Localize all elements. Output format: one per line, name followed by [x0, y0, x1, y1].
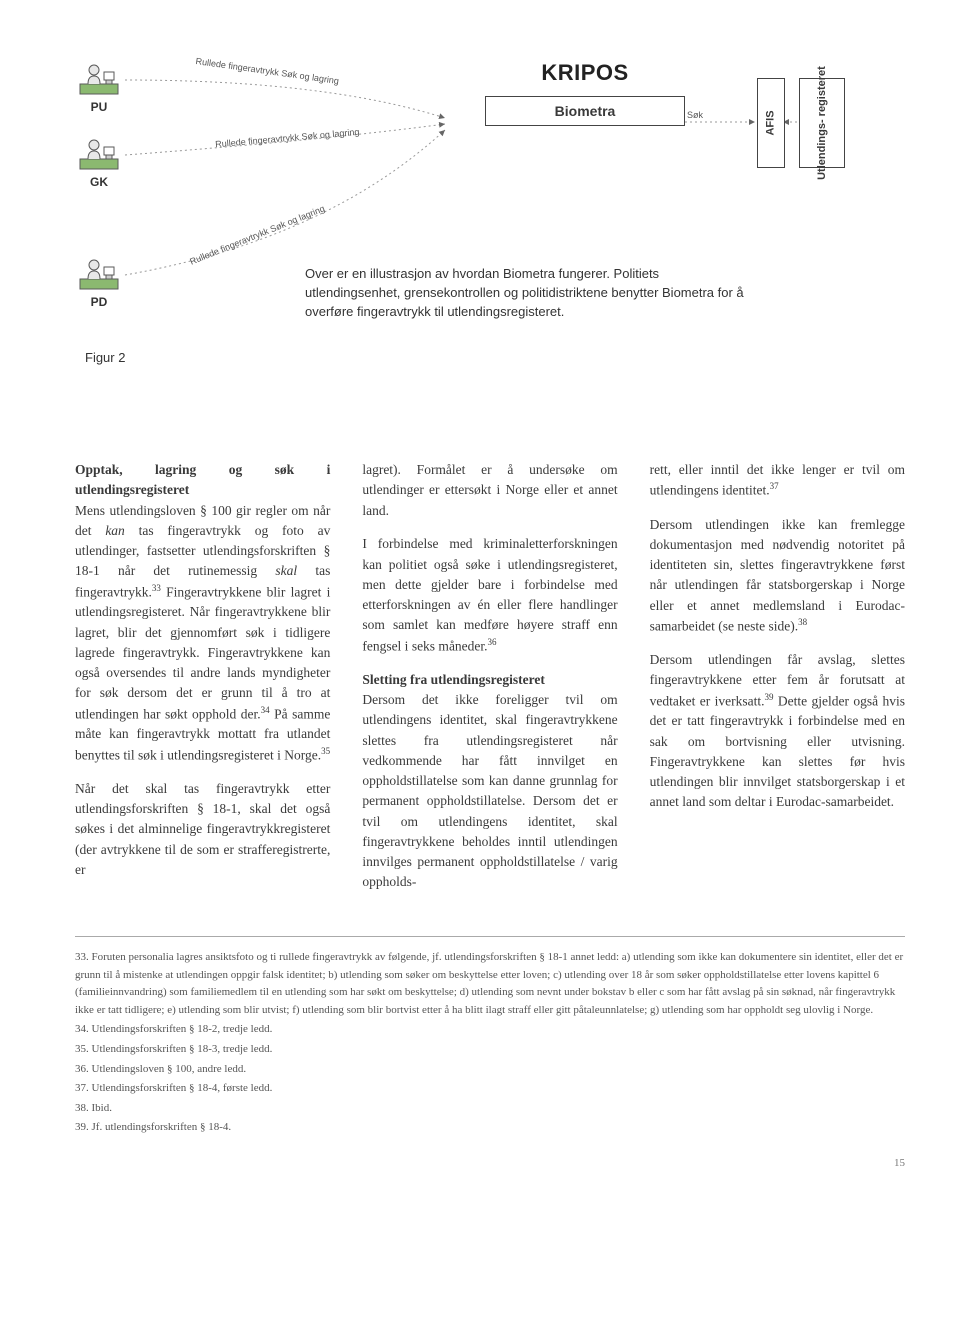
col1-p2: Når det skal tas fingeravtrykk etter utl…	[75, 779, 330, 880]
footnote-37: 37. Utlendingsforskriften § 18-4, første…	[75, 1080, 905, 1098]
edge-label-pd: Rullede fingeravtrykk Søk og lagring	[188, 203, 326, 266]
section-title-sletting: Sletting fra utlendingsregisteret	[362, 672, 544, 687]
station-pd: PD	[75, 255, 123, 309]
footnote-39: 39. Jf. utlendingsforskriften § 18-4.	[75, 1119, 905, 1137]
body-columns: Opptak, lagring og søk i utlendingsregis…	[75, 460, 905, 906]
page-number: 15	[75, 1157, 905, 1169]
fn-ref-34: 34	[261, 705, 270, 715]
column-1: Opptak, lagring og søk i utlendingsregis…	[75, 460, 330, 906]
station-gk-label: GK	[90, 175, 108, 189]
footnote-35: 35. Utlendingsforskriften § 18-3, tredje…	[75, 1041, 905, 1059]
footnote-36: 36. Utlendingsloven § 100, andre ledd.	[75, 1061, 905, 1079]
column-2: lagret). Formålet er å undersøke om utle…	[362, 460, 617, 906]
section-title-opptak: Opptak, lagring og søk i utlendingsregis…	[75, 462, 330, 497]
figure-number: Figur 2	[85, 350, 125, 365]
workstation-icon	[76, 135, 122, 173]
fn-ref-38: 38	[798, 617, 807, 627]
edge-label-pu: Rullede fingeravtrykk Søk og lagring	[195, 56, 340, 86]
fn-ref-35: 35	[321, 746, 330, 756]
footnotes: 33. Foruten personalia lagres ansiktsfot…	[75, 936, 905, 1137]
kripos-title: KRIPOS	[435, 60, 735, 86]
biometra-diagram: PU GK PD	[75, 60, 905, 420]
footnote-38: 38. Ibid.	[75, 1100, 905, 1118]
column-3: rett, eller inntil det ikke lenger er tv…	[650, 460, 905, 906]
footnote-33: 33. Foruten personalia lagres ansiktsfot…	[75, 949, 905, 1019]
station-pu: PU	[75, 60, 123, 114]
edge-label-gk: Rullede fingeravtrykk Søk og lagring	[215, 127, 360, 150]
afis-box: AFIS	[757, 78, 785, 168]
kripos-group: KRIPOS Biometra	[435, 60, 735, 126]
biometra-box: Biometra	[485, 96, 685, 126]
fn-ref-33: 33	[152, 583, 161, 593]
footnote-34: 34. Utlendingsforskriften § 18-2, tredje…	[75, 1021, 905, 1039]
station-pu-label: PU	[91, 100, 108, 114]
col2-p1: lagret). Formålet er å undersøke om utle…	[362, 460, 617, 521]
figure-caption: Over er en illustrasjon av hvordan Biome…	[305, 265, 750, 322]
utlendingsreg-box: Utlendings- registeret	[799, 78, 845, 168]
fn-ref-37: 37	[770, 481, 779, 491]
station-gk: GK	[75, 135, 123, 189]
fn-ref-36: 36	[488, 637, 497, 647]
fn-ref-39: 39	[765, 692, 774, 702]
station-pd-label: PD	[91, 295, 108, 309]
workstation-icon	[76, 60, 122, 98]
workstation-icon	[76, 255, 122, 293]
